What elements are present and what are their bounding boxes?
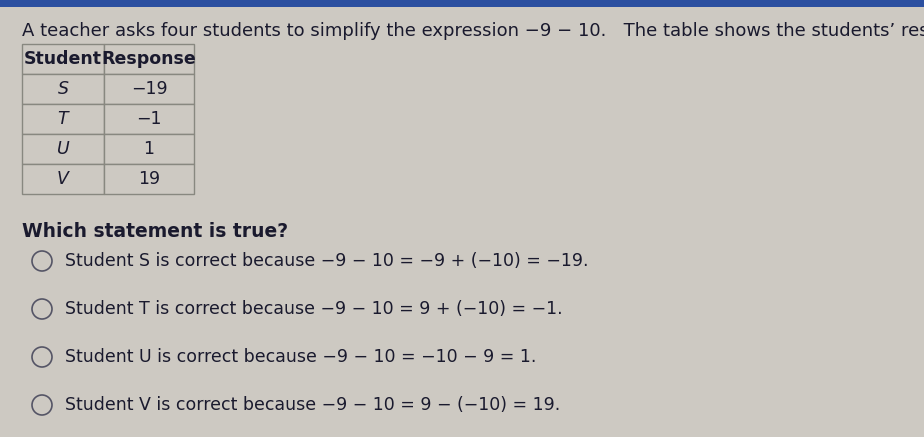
Bar bbox=[0, 0, 924, 7]
Text: V: V bbox=[57, 170, 69, 188]
Bar bbox=[104, 104, 194, 134]
Text: Student: Student bbox=[24, 50, 102, 68]
Text: Student U is correct because −9 − 10 = −10 − 9 = 1.: Student U is correct because −9 − 10 = −… bbox=[65, 348, 536, 366]
Text: Which statement is true?: Which statement is true? bbox=[22, 222, 288, 241]
Text: Student V is correct because −9 − 10 = 9 − (−10) = 19.: Student V is correct because −9 − 10 = 9… bbox=[65, 396, 560, 414]
Bar bbox=[22, 104, 104, 134]
Bar bbox=[104, 44, 194, 74]
Text: U: U bbox=[56, 140, 69, 158]
Bar bbox=[22, 74, 104, 104]
Bar bbox=[22, 164, 104, 194]
Bar bbox=[104, 164, 194, 194]
Text: S: S bbox=[57, 80, 68, 98]
Bar bbox=[22, 44, 104, 74]
Text: Student T is correct because −9 − 10 = 9 + (−10) = −1.: Student T is correct because −9 − 10 = 9… bbox=[65, 300, 563, 318]
Text: A teacher asks four students to simplify the expression −9 − 10.   The table sho: A teacher asks four students to simplify… bbox=[22, 22, 924, 40]
Text: Response: Response bbox=[102, 50, 197, 68]
Bar bbox=[22, 134, 104, 164]
Text: 1: 1 bbox=[143, 140, 154, 158]
Bar bbox=[104, 134, 194, 164]
Text: 19: 19 bbox=[138, 170, 160, 188]
Bar bbox=[104, 74, 194, 104]
Text: −1: −1 bbox=[136, 110, 162, 128]
Text: Student S is correct because −9 − 10 = −9 + (−10) = −19.: Student S is correct because −9 − 10 = −… bbox=[65, 252, 589, 270]
Text: −19: −19 bbox=[130, 80, 167, 98]
Text: T: T bbox=[57, 110, 68, 128]
